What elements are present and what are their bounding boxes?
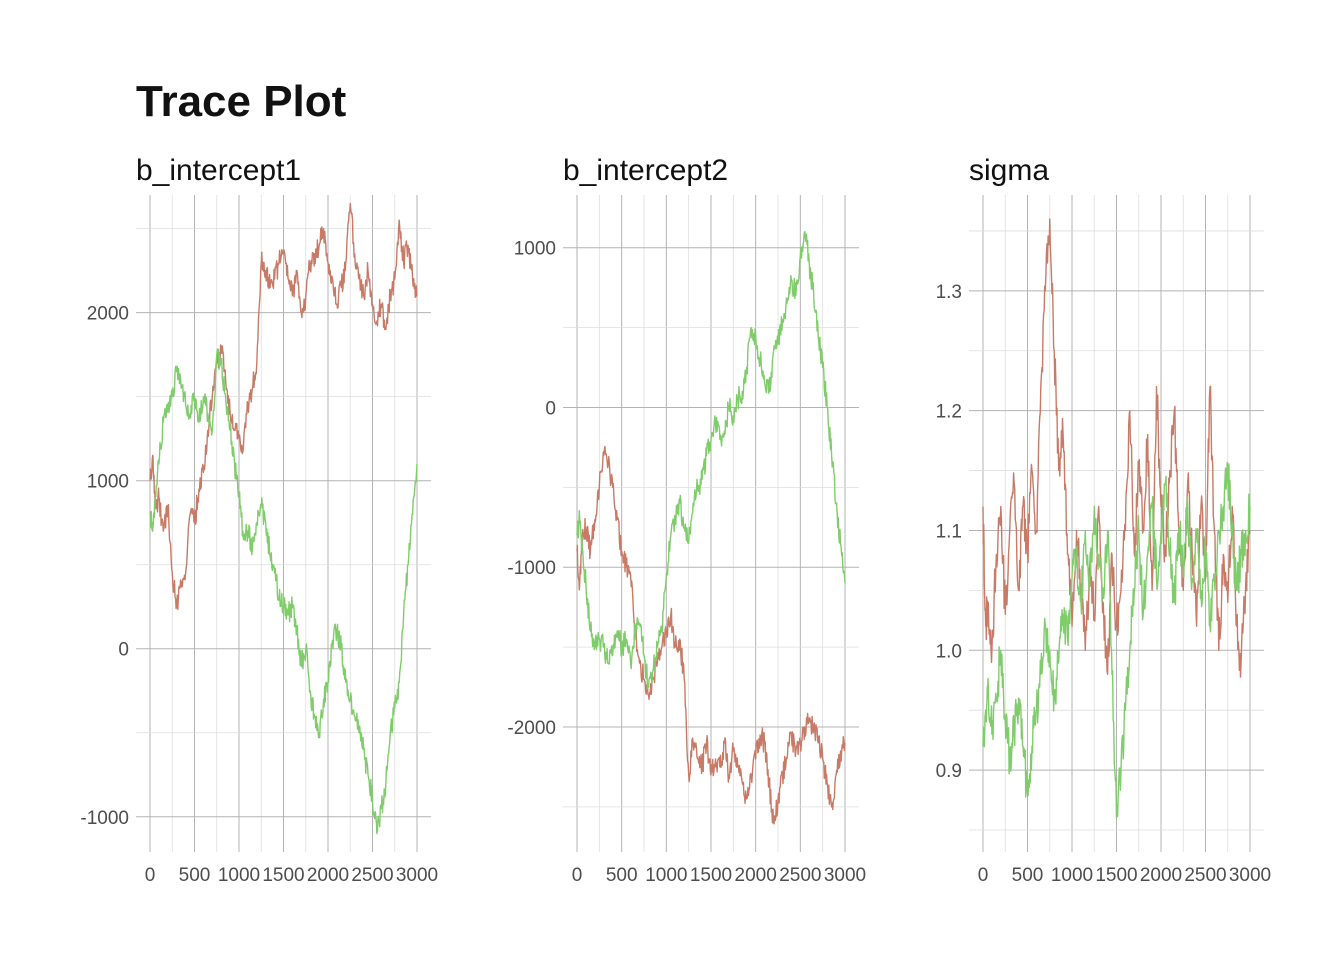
y-tick-label: 0.9 bbox=[936, 761, 962, 782]
grid bbox=[563, 195, 859, 852]
x-tick-label: 500 bbox=[179, 865, 211, 886]
x-tick-label: 0 bbox=[978, 865, 989, 886]
trace-line-chain-2 bbox=[149, 348, 418, 835]
x-tick-label: 3000 bbox=[1229, 865, 1271, 886]
trace-line-chain-1 bbox=[576, 445, 846, 825]
y-tick-label: 1.1 bbox=[936, 521, 962, 542]
y-tick-label: 1000 bbox=[514, 239, 556, 260]
x-tick-label: 2000 bbox=[1140, 865, 1182, 886]
trace-line-chain-2 bbox=[576, 230, 846, 690]
x-tick-label: 500 bbox=[606, 865, 638, 886]
panel-title: b_intercept1 bbox=[136, 154, 301, 187]
x-tick-label: 3000 bbox=[824, 865, 866, 886]
y-tick-label: 1.2 bbox=[936, 402, 962, 423]
y-tick-label: 1.3 bbox=[936, 282, 962, 303]
x-tick-label: 3000 bbox=[396, 865, 438, 886]
x-tick-label: 2500 bbox=[1184, 865, 1226, 886]
panel-title: b_intercept2 bbox=[563, 154, 728, 187]
x-tick-label: 1000 bbox=[1051, 865, 1093, 886]
y-tick-label: -1000 bbox=[507, 558, 556, 579]
x-tick-label: 2000 bbox=[735, 865, 777, 886]
x-tick-label: 0 bbox=[145, 865, 156, 886]
y-tick-label: 2000 bbox=[87, 304, 129, 325]
x-tick-label: 1500 bbox=[262, 865, 304, 886]
chart-title: Trace Plot bbox=[136, 77, 347, 126]
x-tick-label: 1000 bbox=[645, 865, 687, 886]
y-tick-label: 0 bbox=[545, 398, 556, 419]
x-tick-label: 2500 bbox=[779, 865, 821, 886]
x-tick-label: 2000 bbox=[307, 865, 349, 886]
x-tick-label: 2500 bbox=[351, 865, 393, 886]
y-tick-label: -2000 bbox=[507, 718, 556, 739]
x-tick-label: 500 bbox=[1012, 865, 1044, 886]
y-tick-label: -1000 bbox=[80, 808, 129, 829]
x-tick-label: 1500 bbox=[1095, 865, 1137, 886]
grid bbox=[136, 195, 431, 852]
grid bbox=[969, 195, 1264, 852]
x-tick-label: 0 bbox=[572, 865, 583, 886]
y-tick-label: 0 bbox=[118, 640, 129, 661]
x-tick-label: 1000 bbox=[218, 865, 260, 886]
panel-title: sigma bbox=[969, 154, 1049, 187]
trace-line-chain-2 bbox=[982, 461, 1251, 819]
y-tick-label: 1.0 bbox=[936, 641, 962, 662]
trace-line-chain-1 bbox=[149, 202, 418, 611]
y-tick-label: 1000 bbox=[87, 472, 129, 493]
x-tick-label: 1500 bbox=[690, 865, 732, 886]
panel-sigma: sigma 0 500 1000 1500 2000 2500 3000 0.9 1.0 1.1 1.… bbox=[936, 154, 1272, 886]
